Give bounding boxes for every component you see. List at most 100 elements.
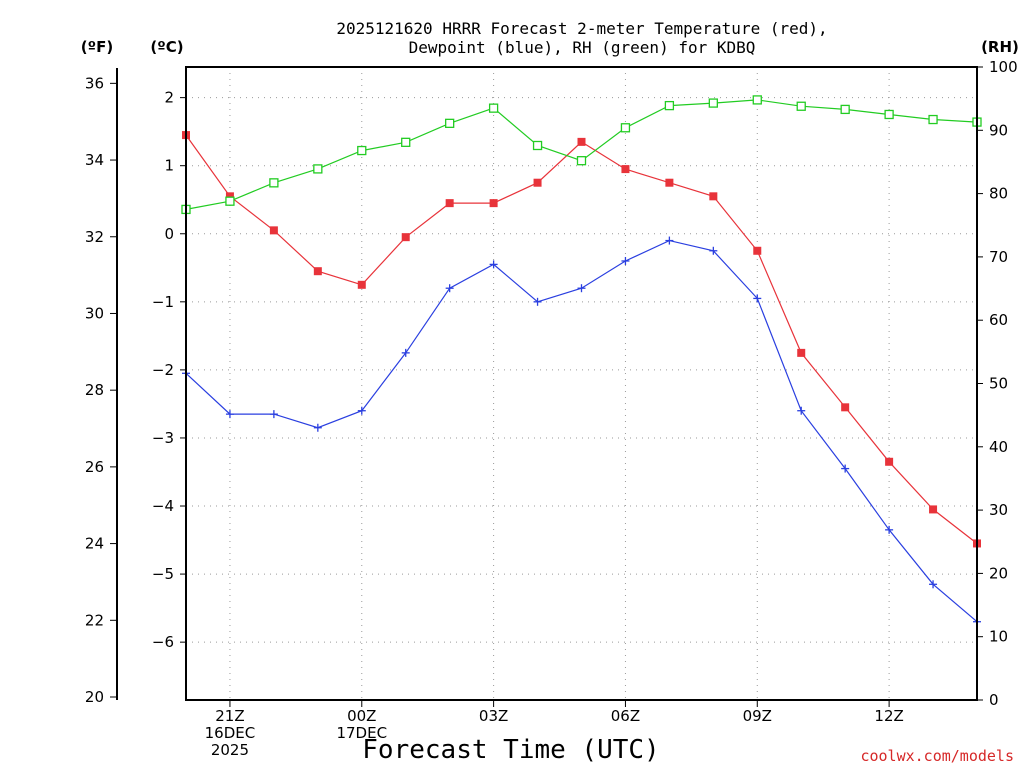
rh-tick-label: 0 bbox=[989, 691, 999, 709]
dewpoint-point bbox=[709, 246, 718, 255]
temperature-point bbox=[621, 165, 630, 174]
temperature-point bbox=[401, 233, 410, 242]
fahrenheit-tick-label: 22 bbox=[85, 611, 104, 629]
celsius-tick-label: −6 bbox=[152, 633, 174, 651]
temperature-point bbox=[533, 178, 542, 187]
fahrenheit-tick-label: 20 bbox=[85, 688, 104, 706]
temperature-point bbox=[709, 192, 718, 201]
fahrenheit-tick-label: 28 bbox=[85, 381, 104, 399]
rh-tick-label: 20 bbox=[989, 564, 1008, 582]
temperature-point bbox=[797, 348, 806, 357]
temperature-point bbox=[269, 226, 278, 235]
chart-title-line1: 2025121620 HRRR Forecast 2-meter Tempera… bbox=[336, 19, 827, 38]
x-axis-label: Forecast Time (UTC) bbox=[362, 735, 659, 765]
dewpoint-point bbox=[885, 525, 894, 534]
celsius-tick-label: 2 bbox=[164, 89, 174, 107]
x-tick-label: 21Z bbox=[215, 707, 244, 725]
rh-point bbox=[401, 137, 411, 147]
dewpoint-point bbox=[489, 260, 498, 269]
axes-layer: 210−1−2−3−4−5−63634323028262422201009080… bbox=[85, 58, 1018, 759]
rh-tick-label: 100 bbox=[989, 58, 1018, 76]
temperature-point bbox=[489, 199, 498, 208]
rh-tick-label: 60 bbox=[989, 311, 1008, 329]
temperature-line bbox=[185, 134, 978, 544]
rh-point bbox=[269, 178, 279, 188]
celsius-unit-label: (ºC) bbox=[150, 38, 183, 56]
rh-tick-label: 70 bbox=[989, 248, 1008, 266]
rh-line bbox=[185, 99, 978, 210]
fahrenheit-tick-label: 30 bbox=[85, 304, 104, 322]
chart-title-line2: Dewpoint (blue), RH (green) for KDBQ bbox=[409, 38, 756, 57]
celsius-tick-label: −4 bbox=[152, 497, 174, 515]
dewpoint-point bbox=[445, 284, 454, 293]
rh-point bbox=[357, 145, 367, 156]
x-tick-label: 12Z bbox=[874, 707, 903, 725]
temperature-point bbox=[357, 280, 366, 289]
x-tick-label: 16DEC bbox=[205, 724, 256, 742]
series-rh bbox=[181, 95, 982, 215]
dewpoint-point bbox=[797, 406, 806, 415]
fahrenheit-unit-label: (ºF) bbox=[81, 38, 113, 56]
dewpoint-point bbox=[577, 284, 586, 293]
x-tick-label: 17DEC bbox=[336, 724, 387, 742]
rh-point bbox=[796, 101, 806, 111]
temperature-point bbox=[841, 403, 850, 412]
rh-point bbox=[928, 114, 938, 125]
dewpoint-point bbox=[269, 410, 278, 419]
rh-point bbox=[620, 123, 631, 133]
temperature-point bbox=[577, 137, 586, 146]
dewpoint-point bbox=[357, 406, 366, 415]
rh-point bbox=[576, 156, 587, 166]
rh-point bbox=[532, 140, 543, 151]
rh-tick-label: 50 bbox=[989, 375, 1008, 393]
dewpoint-point bbox=[401, 348, 410, 357]
rh-tick-label: 40 bbox=[989, 438, 1008, 456]
dewpoint-point bbox=[665, 236, 674, 245]
celsius-tick-label: 0 bbox=[164, 225, 174, 243]
series-dewpoint bbox=[182, 236, 981, 626]
temperature-point bbox=[753, 246, 762, 255]
rh-point bbox=[708, 98, 718, 108]
temperature-point bbox=[665, 178, 674, 187]
rh-tick-label: 90 bbox=[989, 121, 1008, 139]
rh-point bbox=[313, 164, 323, 174]
x-tick-label: 06Z bbox=[611, 707, 640, 725]
x-tick-label: 03Z bbox=[479, 707, 508, 725]
x-tick-label: 09Z bbox=[743, 707, 772, 725]
rh-point bbox=[840, 104, 850, 115]
fahrenheit-tick-label: 36 bbox=[85, 74, 104, 92]
celsius-tick-label: −3 bbox=[152, 429, 174, 447]
temperature-point bbox=[225, 192, 234, 201]
dewpoint-point bbox=[313, 423, 322, 432]
credit-label: coolwx.com/models bbox=[860, 747, 1014, 765]
x-tick-label: 2025 bbox=[211, 741, 249, 759]
fahrenheit-tick-label: 32 bbox=[85, 228, 104, 246]
celsius-tick-label: −2 bbox=[152, 361, 174, 379]
rh-point bbox=[225, 196, 235, 206]
celsius-tick-label: −1 bbox=[152, 293, 174, 311]
celsius-tick-label: −5 bbox=[152, 565, 174, 583]
dewpoint-point bbox=[841, 464, 850, 473]
series-layer bbox=[181, 95, 982, 626]
fahrenheit-tick-label: 34 bbox=[85, 151, 104, 169]
temperature-point bbox=[929, 505, 938, 514]
rh-point bbox=[664, 100, 675, 111]
dewpoint-point bbox=[621, 256, 630, 265]
rh-point bbox=[752, 95, 762, 105]
dewpoint-point bbox=[225, 410, 234, 419]
rh-tick-label: 30 bbox=[989, 501, 1008, 519]
rh-point bbox=[884, 109, 894, 120]
celsius-tick-label: 1 bbox=[164, 157, 174, 175]
fahrenheit-tick-label: 26 bbox=[85, 458, 104, 476]
rh-tick-label: 80 bbox=[989, 185, 1008, 203]
temperature-point bbox=[445, 199, 454, 208]
rh-tick-label: 10 bbox=[989, 628, 1008, 646]
dewpoint-point bbox=[929, 580, 938, 589]
series-temperature bbox=[182, 131, 981, 548]
rh-point bbox=[488, 103, 499, 113]
dewpoint-line bbox=[185, 239, 978, 623]
rh-unit-label: (RH) bbox=[981, 38, 1019, 56]
dewpoint-point bbox=[753, 294, 762, 303]
temperature-point bbox=[885, 457, 894, 466]
